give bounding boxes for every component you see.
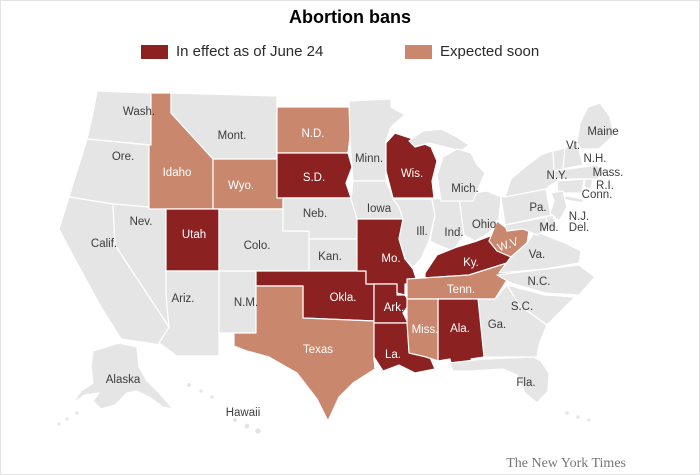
state-label-utah: Utah [182, 229, 206, 241]
state-shape-minn [348, 98, 406, 182]
island-hawaii [199, 389, 203, 393]
state-shape-ariz [158, 270, 220, 357]
island-hawaii [210, 395, 214, 399]
state-label-fla: Fla. [516, 377, 535, 389]
state-label-nd: N.D. [302, 128, 325, 140]
island-hawaii [255, 428, 261, 434]
state-label-hawaii: Hawaii [226, 407, 261, 419]
state-label-minn: Minn. [355, 153, 383, 165]
state-label-wyo: Wyo. [228, 180, 254, 192]
state-label-mont: Mont. [218, 130, 247, 142]
state-shape-maine [576, 102, 615, 150]
state-label-maine: Maine [587, 126, 618, 138]
state-label-pa: Pa. [529, 202, 546, 214]
state-shape-sd [276, 152, 353, 199]
island-fla [565, 411, 569, 415]
island-hawaii [187, 383, 191, 387]
state-label-ind: Ind. [444, 227, 463, 239]
state-label-conn: Conn. [582, 189, 613, 201]
state-shape-nh [562, 142, 584, 170]
state-shape-ohio [458, 190, 502, 242]
state-label-sc: S.C. [511, 301, 533, 313]
state-shape-wis [385, 132, 438, 199]
state-label-sd: S.D. [303, 172, 325, 184]
state-label-wis: Wis. [401, 168, 423, 180]
state-label-kan: Kan. [318, 251, 342, 263]
state-label-colo: Colo. [244, 240, 271, 252]
state-label-idaho: Idaho [163, 167, 192, 179]
legend-label-expected: Expected soon [440, 43, 540, 60]
state-shape-alaska [72, 342, 174, 410]
state-shape-conn [556, 178, 585, 194]
state-label-miss: Miss. [412, 324, 439, 336]
state-shape-miss [406, 298, 439, 362]
state-shape-va [498, 230, 582, 274]
state-shape-wash [86, 90, 152, 146]
state-label-nm: N.M. [234, 297, 258, 309]
island-fla [587, 418, 591, 422]
legend-swatch-in-effect [141, 44, 168, 59]
state-shape-mass [553, 164, 606, 180]
state-label-alaska: Alaska [106, 374, 141, 386]
state-shape-md [504, 216, 549, 236]
state-shape-nj [549, 190, 568, 222]
state-label-okla: Okla. [330, 292, 357, 304]
state-label-wash: Wash. [123, 106, 155, 118]
state-label-calif: Calif. [91, 238, 117, 250]
state-label-iowa: Iowa [367, 203, 392, 215]
state-label-md: Md. [539, 222, 558, 234]
state-label-ark: Ark. [384, 302, 404, 314]
state-label-del: Del. [569, 222, 589, 234]
state-shape-nc [496, 264, 596, 296]
island-fla [576, 415, 580, 419]
state-label-va: Va. [529, 249, 545, 261]
state-shape-texas [233, 285, 376, 422]
state-label-ore: Ore. [112, 151, 134, 163]
source-credit: The New York Times [506, 456, 626, 471]
state-label-nev: Nev. [130, 216, 153, 228]
island-alaska [75, 411, 79, 415]
state-label-mass: Mass. [593, 167, 624, 179]
island-hawaii [233, 418, 237, 422]
state-label-ala: Ala. [450, 323, 470, 335]
state-label-ny: N.Y. [547, 170, 568, 182]
state-label-nh: N.H. [584, 153, 607, 165]
state-label-vt: Vt. [566, 140, 580, 152]
legend-item-in-effect: In effect as of June 24 [141, 43, 323, 60]
island-hawaii [244, 423, 250, 429]
state-label-nc: N.C. [528, 276, 551, 288]
state-label-ky: Ky. [463, 257, 479, 269]
state-shape-ga [477, 284, 548, 358]
state-shape-mich [436, 148, 486, 202]
state-label-mich: Mich. [451, 183, 478, 195]
state-label-ga: Ga. [488, 319, 507, 331]
state-label-ri: R.I. [596, 180, 614, 192]
state-label-ariz: Ariz. [172, 293, 195, 305]
state-label-mo: Mo. [381, 253, 400, 265]
page-title: Abortion bans [289, 7, 411, 27]
state-label-ill: Ill. [416, 226, 428, 238]
state-label-neb: Neb. [303, 208, 327, 220]
state-label-ohio: Ohio [472, 219, 496, 231]
state-shape-ind [429, 196, 465, 252]
legend-item-expected: Expected soon [405, 43, 539, 60]
state-shape-mich [408, 128, 470, 152]
state-shape-ri [583, 178, 594, 190]
state-label-nj: N.J. [569, 211, 589, 223]
legend-swatch-expected [405, 44, 432, 59]
state-label-texas: Texas [303, 344, 333, 356]
island-alaska [65, 417, 69, 421]
state-label-la: La. [385, 349, 401, 361]
state-shape-fla [448, 356, 550, 404]
legend-label-in-effect: In effect as of June 24 [176, 43, 324, 60]
island-alaska [57, 422, 61, 426]
state-label-tenn: Tenn. [447, 284, 475, 296]
state-shape-ore [68, 138, 150, 208]
